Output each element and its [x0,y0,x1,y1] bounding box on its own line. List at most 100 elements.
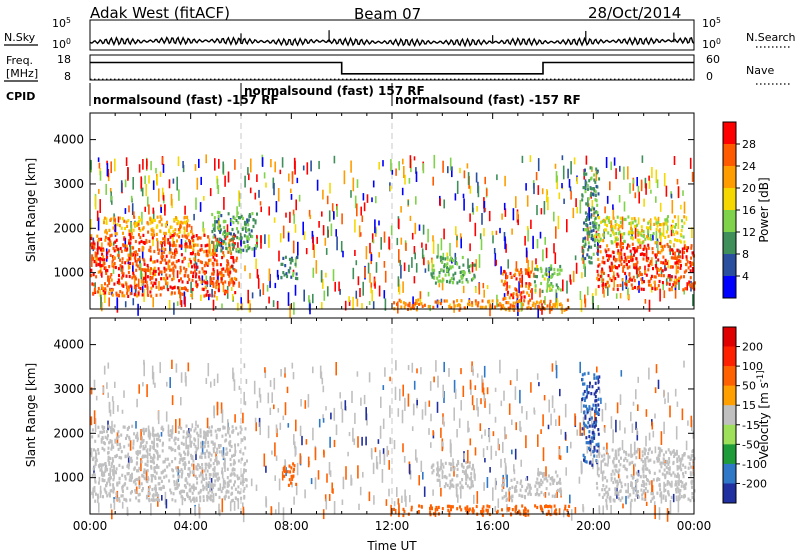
echo-cell [217,444,220,448]
scatter-cell [127,456,130,467]
echo-cell [151,440,154,444]
echo-cell [103,261,106,265]
scatter-cell [575,198,577,207]
scatter-cell [505,465,507,477]
echo-cell [117,267,120,271]
echo-cell [113,429,116,433]
echo-cell [649,234,652,238]
echo-cell [197,258,200,263]
echo-cell [646,235,649,239]
scatter-cell [486,188,488,196]
echo-cell [443,265,446,269]
noise-panel-frame [89,19,695,51]
scatter-cell [467,258,469,269]
scatter-cell [427,260,430,265]
echo-cell [99,430,102,434]
echo-cell [586,387,588,391]
echo-cell [210,277,213,281]
echo-cell [226,467,229,471]
echo-cell [142,226,145,230]
echo-cell [689,260,692,265]
echo-cell [672,471,675,475]
scatter-cell [543,395,546,401]
colorbar-swatch [723,232,736,255]
echo-cell [583,263,586,267]
echo-cell [244,427,247,431]
echo-cell [235,277,238,281]
scatter-cell [480,239,483,251]
echo-cell [104,266,107,270]
scatter-cell [551,363,554,372]
echo-cell [109,456,112,460]
echo-cell [237,230,240,234]
echo-cell [126,289,129,293]
scatter-cell [255,258,257,269]
echo-cell [459,270,462,274]
echo-cell [173,255,176,259]
echo-cell [212,248,214,252]
echo-cell [204,286,207,290]
scatter-cell [100,265,102,273]
echo-cell [180,253,183,257]
echo-cell [112,246,115,250]
echo-cell [111,293,114,297]
scatter-cell [494,387,497,392]
echo-cell [511,494,514,498]
echo-cell [152,269,155,273]
echo-cell [647,237,650,241]
echo-cell [95,261,98,265]
echo-cell [625,283,628,287]
echo-cell [159,260,162,265]
scatter-cell [105,217,108,224]
scatter-cell [632,401,635,406]
echo-cell [250,229,253,233]
echo-cell [507,306,510,310]
echo-cell [685,269,688,273]
echo-cell [161,247,164,251]
echo-cell [164,237,167,241]
scatter-cell [494,506,497,513]
echo-cell [203,294,206,298]
echo-cell [640,488,643,492]
scatter-cell [641,277,644,283]
echo-cell [118,224,121,228]
scatter-cell [486,446,489,451]
echo-cell [622,269,625,273]
echo-cell [171,278,174,282]
echo-cell [216,210,219,214]
scatter-cell [359,232,362,237]
echo-cell [451,265,454,269]
echo-cell [129,292,132,296]
scatter-cell [527,259,529,274]
echo-cell [680,263,682,268]
echo-cell [537,493,540,497]
echo-cell [132,246,135,250]
scatter-cell [240,236,242,247]
scatter-cell [222,284,225,293]
echo-cell [618,264,621,268]
echo-cell [543,277,546,281]
echo-cell [513,305,516,309]
echo-cell [118,281,121,285]
echo-cell [657,284,660,288]
echo-cell [184,478,187,482]
echo-cell [151,498,154,502]
echo-cell [110,465,113,469]
echo-cell [151,276,154,280]
echo-cell [594,403,597,407]
echo-cell [621,278,624,282]
echo-cell [591,233,594,237]
scatter-cell [471,395,474,406]
echo-cell [548,286,551,291]
echo-cell [676,459,679,464]
echo-cell [219,271,222,275]
echo-cell [203,430,206,434]
echo-cell [156,463,158,468]
echo-cell [633,224,636,228]
echo-cell [589,226,592,230]
echo-cell [115,467,118,471]
echo-cell [156,457,159,461]
echo-cell [592,423,595,427]
echo-cell [106,269,109,273]
scatter-cell [352,427,354,442]
